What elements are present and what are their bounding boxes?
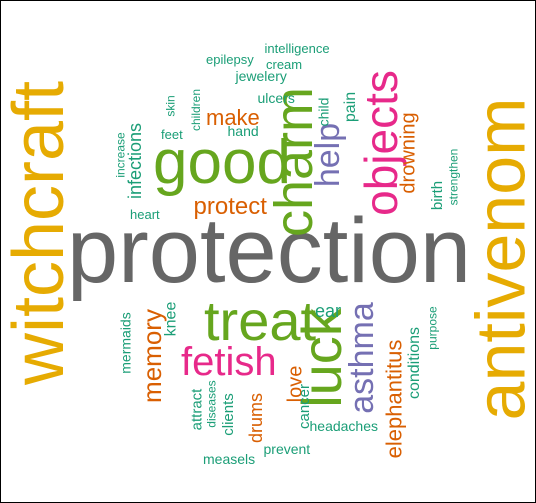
word-asthma: asthma [342, 302, 381, 414]
word-ulcers: ulcers [257, 90, 295, 106]
word-purpose: purpose [425, 306, 440, 350]
word-help: help [309, 122, 348, 188]
word-make: make [206, 105, 260, 130]
word-protect: protect [193, 193, 267, 220]
word-heart: heart [130, 206, 160, 222]
word-diseases: diseases [204, 380, 219, 428]
word-birth: birth [428, 180, 446, 210]
word-feet: feet [161, 126, 183, 142]
word-drums: drums [246, 392, 267, 444]
word-witchcraft: witchcraft [0, 80, 80, 386]
word-attract: attract [188, 388, 206, 430]
word-antivenom: antivenom [460, 97, 536, 421]
word-intelligence: intelligence [264, 40, 330, 56]
word-ear: ear [315, 301, 342, 321]
word-increase: increase [113, 132, 128, 178]
word-skin: skin [163, 95, 178, 117]
word-pain: pain [342, 91, 360, 123]
word-conditions: conditions [406, 326, 424, 400]
word-infections: infections [125, 122, 146, 200]
word-fetish: fetish [181, 340, 277, 384]
word-hand: hand [227, 123, 259, 139]
word-knee: knee [161, 301, 179, 337]
word-clients: clients [219, 392, 237, 436]
word-prevent: prevent [263, 441, 311, 457]
word-treat: treat [204, 289, 317, 352]
word-epilepsy: epilepsy [206, 51, 254, 67]
word-drowning: drowning [397, 112, 420, 194]
word-strengthen: strengthen [445, 148, 460, 206]
word-mermaids: mermaids [117, 312, 134, 374]
word-measels: measels [203, 451, 256, 467]
word-jewelery: jewelery [235, 68, 287, 84]
word-protection: protection [67, 200, 472, 302]
word-elephantitus: elephantitus [380, 339, 406, 459]
word-good: good [153, 128, 291, 197]
word-headaches: headaches [309, 418, 379, 434]
word-cream: cream [266, 56, 303, 72]
word-child: child [314, 97, 331, 127]
word-children: children [189, 88, 204, 132]
word-memory: memory [136, 309, 167, 403]
